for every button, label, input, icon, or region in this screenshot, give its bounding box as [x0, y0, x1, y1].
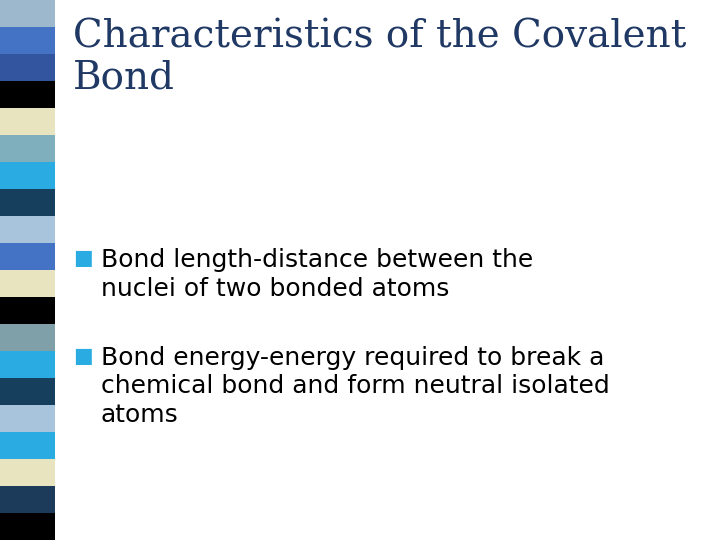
Bar — [0, 81, 55, 108]
Bar — [0, 108, 55, 135]
Text: Bond energy-energy required to break a
chemical bond and form neutral isolated
a: Bond energy-energy required to break a c… — [101, 346, 610, 427]
Bar — [0, 459, 55, 486]
Text: ■: ■ — [73, 346, 93, 366]
Bar — [0, 243, 55, 270]
Bar — [0, 405, 55, 432]
Bar — [0, 378, 55, 405]
Bar — [0, 216, 55, 243]
Bar — [0, 27, 55, 54]
Bar — [0, 270, 55, 297]
Bar — [0, 54, 55, 81]
Bar — [0, 324, 55, 351]
Bar — [0, 486, 55, 513]
Bar — [0, 135, 55, 162]
Bar — [0, 189, 55, 216]
Bar — [0, 162, 55, 189]
Bar — [0, 513, 55, 540]
Text: ■: ■ — [73, 248, 93, 268]
Text: Characteristics of the Covalent
Bond: Characteristics of the Covalent Bond — [73, 18, 686, 96]
Bar — [0, 0, 55, 27]
Text: Bond length-distance between the
nuclei of two bonded atoms: Bond length-distance between the nuclei … — [101, 248, 534, 301]
Bar — [0, 351, 55, 378]
Bar — [0, 432, 55, 459]
Bar — [0, 297, 55, 324]
